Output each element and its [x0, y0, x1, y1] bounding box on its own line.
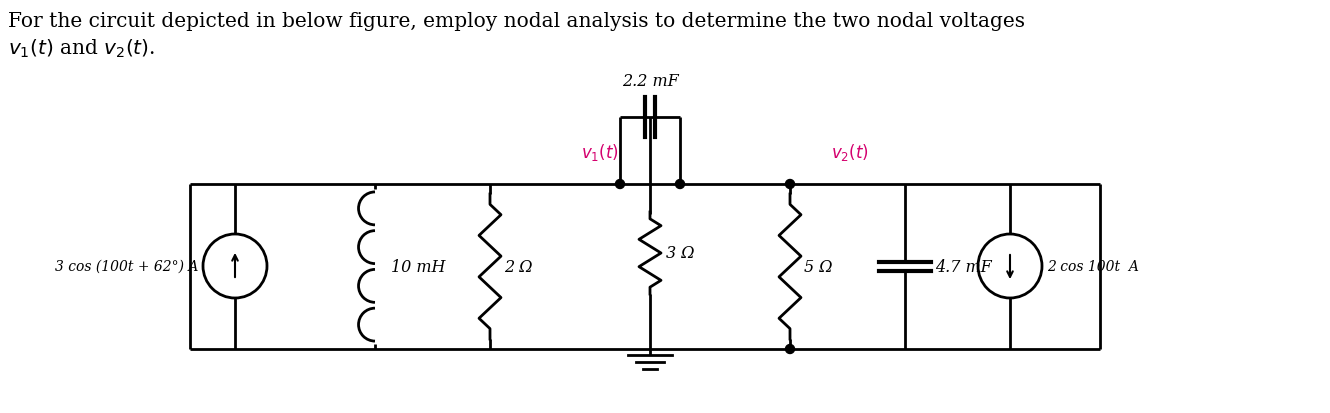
Text: $v_1(t)$: $v_1(t)$	[581, 142, 618, 163]
Text: 3 cos (100t + 62°) A: 3 cos (100t + 62°) A	[55, 259, 198, 273]
Text: $v_1(t)$ and $v_2(t)$.: $v_1(t)$ and $v_2(t)$.	[8, 38, 156, 60]
Text: 2.2 mF: 2.2 mF	[621, 73, 678, 90]
Text: 2 Ω: 2 Ω	[504, 258, 532, 275]
Text: $v_2(t)$: $v_2(t)$	[831, 142, 868, 163]
Circle shape	[676, 180, 685, 189]
Circle shape	[786, 180, 794, 189]
Circle shape	[786, 345, 794, 354]
Text: 5 Ω: 5 Ω	[805, 258, 833, 275]
Circle shape	[616, 180, 625, 189]
Text: 3 Ω: 3 Ω	[666, 245, 694, 262]
Text: 10 mH: 10 mH	[391, 258, 446, 275]
Text: 2 cos 100t  A: 2 cos 100t A	[1047, 259, 1138, 273]
Text: For the circuit depicted in below figure, employ nodal analysis to determine the: For the circuit depicted in below figure…	[8, 12, 1025, 31]
Text: 4.7 mF: 4.7 mF	[935, 258, 992, 275]
